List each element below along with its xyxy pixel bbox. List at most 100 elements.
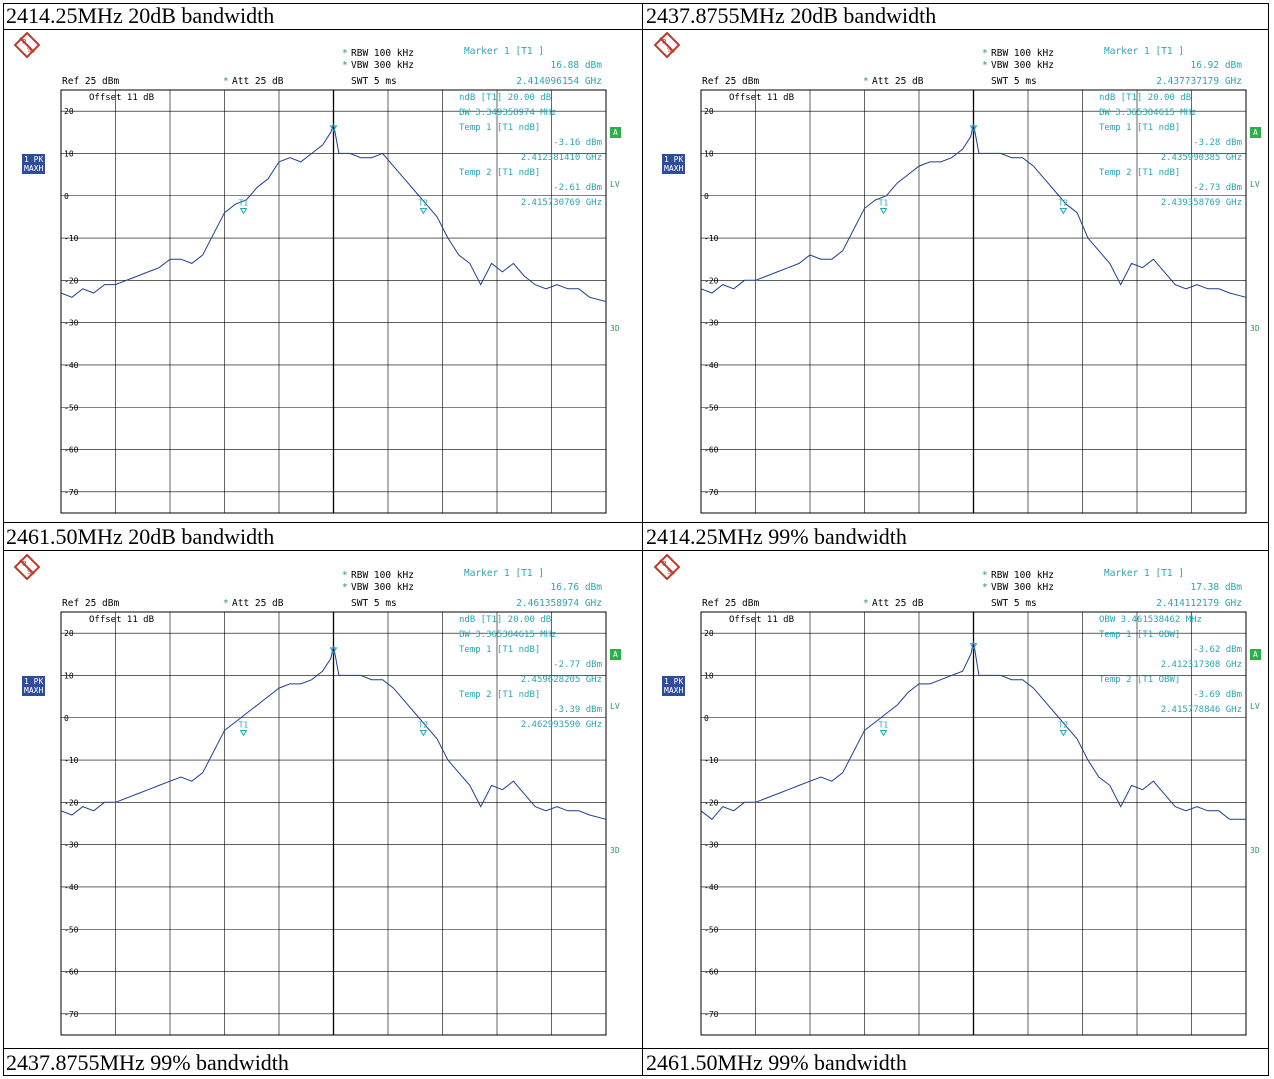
y-tick-label: -50 [64,403,79,412]
y-tick-label: -20 [704,798,719,807]
y-tick-label: 0 [704,192,709,201]
trace-a-indicator: A [610,649,621,660]
svg-text:S: S [27,46,32,54]
temp-marker-2-icon [419,207,428,215]
lvl-indicator: LVL [610,180,620,189]
marker-readout-line: -2.61 dBm [553,183,602,193]
spectrum-panel-2: R S * RBW 100 kHz * VBW 300 kHz SWT 5 ms Ref 25… [648,30,1261,516]
y-tick-label: -40 [64,361,79,370]
marker-level: 16.76 dBm [550,582,602,593]
offset-label: Offset 11 dB [89,615,154,625]
svg-text:S: S [667,568,672,576]
trace-mode-box: 1 PK MAXH [22,154,46,174]
marker-readout-line: 2.459628205 GHz [521,675,602,685]
y-tick-label: 20 [64,629,74,638]
table-divider [4,550,1268,551]
att-label: Att 25 dB [872,76,924,87]
marker-readout-line: Temp 2 [T1 ndB] [1099,168,1180,178]
att-star: * [863,76,869,87]
y-tick-label: -70 [704,488,719,497]
temp-marker-1-label: T1 [879,720,889,729]
spectrum-trace [700,123,1247,298]
table-divider [4,29,1268,30]
rbw-label: RBW 100 kHz [351,570,414,581]
marker-readout-line: -3.28 dBm [1193,138,1242,148]
lvl-indicator: LVL [1250,180,1260,189]
caption-5: 2437.8755MHz 99% bandwidth [6,1050,289,1075]
lvl-indicator: LVL [1250,702,1260,711]
marker-readout-line: -2.77 dBm [553,660,602,670]
trace-mode-maxh: MAXH [24,686,44,695]
trace-mode-pk: 1 PK [24,155,44,164]
y-tick-label: 10 [64,149,74,158]
trace-mode-box: 1 PK MAXH [662,676,686,696]
marker-readout-line: 2.439358769 GHz [1161,198,1242,208]
trace-mode-pk: 1 PK [24,677,44,686]
threedb-indicator: 3DB [1250,846,1260,855]
table-divider [4,522,1268,523]
marker-frequency: 2.437737179 GHz [1156,76,1242,87]
swt-label: SWT 5 ms [991,76,1037,87]
marker-readout-line: 2.412317308 GHz [1161,660,1242,670]
spectrum-plot: 20 10 0 -10 -20 -30 -40 -50 -60 -70 Offset 11 dB nd… [60,611,607,1036]
trace-mode-pk: 1 PK [664,677,684,686]
marker-readout-line: Temp 1 [T1 OBW] [1099,630,1180,640]
vbw-star: * [982,60,988,71]
trace-a-indicator: A [1250,649,1261,660]
y-tick-label: -30 [704,319,719,328]
y-tick-label: 0 [64,192,69,201]
rbw-star: * [982,48,988,59]
y-tick-label: -70 [704,1010,719,1019]
trace-a-indicator: A [610,127,621,138]
marker-readout-line: Temp 1 [T1 ndB] [459,645,540,655]
marker-readout-line: BW 3.349358974 MHz [459,108,557,118]
temp-marker-2-icon [419,729,428,737]
caption-3: 2461.50MHz 20dB bandwidth [6,524,275,549]
svg-text:R: R [662,38,667,46]
temp-marker-1-icon [239,729,248,737]
y-tick-label: -20 [64,798,79,807]
marker-readout-line: Temp 2 [T1 ndB] [459,690,540,700]
y-tick-label: 10 [704,671,714,680]
table-divider [4,1048,1268,1049]
marker-1-icon [329,125,338,132]
y-tick-label: -10 [64,756,79,765]
y-tick-label: -60 [704,446,719,455]
caption-2: 2437.8755MHz 20dB bandwidth [646,3,937,28]
marker-readout-line: Temp 2 [T1 ndB] [459,168,540,178]
marker-frequency: 2.414096154 GHz [516,76,602,87]
rbw-star: * [342,48,348,59]
att-star: * [223,76,229,87]
y-tick-label: 10 [64,671,74,680]
rbw-star: * [982,570,988,581]
temp-marker-1-icon [239,207,248,215]
threedb-indicator: 3DB [610,846,620,855]
y-tick-label: -10 [64,234,79,243]
y-tick-label: -60 [704,968,719,977]
y-tick-label: -20 [704,276,719,285]
trace-mode-box: 1 PK MAXH [22,676,46,696]
y-tick-label: -40 [704,361,719,370]
vbw-star: * [982,582,988,593]
marker-level: 16.92 dBm [1190,60,1242,71]
rohde-schwarz-logo-icon: RS [14,32,40,58]
caption-6: 2461.50MHz 99% bandwidth [646,1050,907,1075]
marker-frequency: 2.461358974 GHz [516,598,602,609]
y-tick-label: 0 [64,714,69,723]
rbw-label: RBW 100 kHz [351,48,414,59]
temp-marker-2-label: T2 [418,198,428,207]
temp-marker-1-icon [879,207,888,215]
marker-readout-line: BW 3.365384615 MHz [1099,108,1197,118]
vbw-label: VBW 300 kHz [351,60,414,71]
y-tick-label: 20 [704,629,714,638]
temp-marker-2-label: T2 [1058,720,1068,729]
offset-label: Offset 11 dB [729,93,794,103]
y-tick-label: -50 [64,925,79,934]
trace-mode-maxh: MAXH [664,686,684,695]
temp-marker-2-icon [1059,207,1068,215]
temp-marker-2-icon [1059,729,1068,737]
svg-text:R: R [22,38,27,46]
marker-readout-line: -3.69 dBm [1193,690,1242,700]
att-label: Att 25 dB [232,76,284,87]
marker-readout-line: -3.62 dBm [1193,645,1242,655]
